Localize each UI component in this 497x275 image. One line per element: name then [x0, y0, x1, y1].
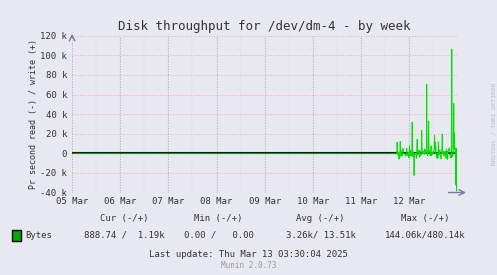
Text: Max (-/+): Max (-/+) — [401, 214, 449, 223]
Text: Last update: Thu Mar 13 03:30:04 2025: Last update: Thu Mar 13 03:30:04 2025 — [149, 250, 348, 259]
Title: Disk throughput for /dev/dm-4 - by week: Disk throughput for /dev/dm-4 - by week — [118, 20, 411, 33]
Text: 3.26k/ 13.51k: 3.26k/ 13.51k — [286, 231, 355, 240]
Text: Min (-/+): Min (-/+) — [194, 214, 243, 223]
Text: Cur (-/+): Cur (-/+) — [100, 214, 149, 223]
Text: Munin 2.0.73: Munin 2.0.73 — [221, 261, 276, 270]
Y-axis label: Pr second read (-) / write (+): Pr second read (-) / write (+) — [28, 39, 38, 189]
Text: Avg (-/+): Avg (-/+) — [296, 214, 345, 223]
Text: 144.06k/480.14k: 144.06k/480.14k — [385, 231, 465, 240]
Text: Bytes: Bytes — [25, 231, 52, 240]
Text: 0.00 /   0.00: 0.00 / 0.00 — [184, 231, 253, 240]
Text: 888.74 /  1.19k: 888.74 / 1.19k — [84, 231, 165, 240]
Text: RRDTOOL / TOBI OETIKER: RRDTOOL / TOBI OETIKER — [491, 82, 496, 165]
